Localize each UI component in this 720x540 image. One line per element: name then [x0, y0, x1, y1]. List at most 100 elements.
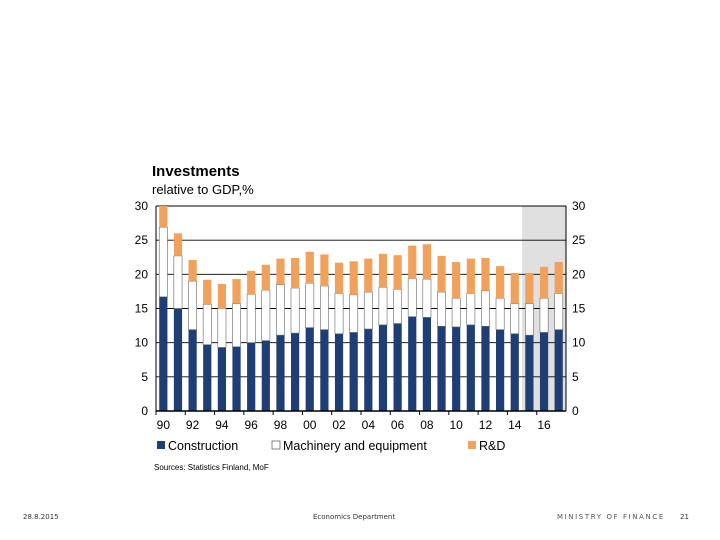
x-tick-label: 92	[186, 418, 200, 432]
bar-machinery-2002	[334, 293, 344, 335]
y-tick-left: 0	[141, 404, 148, 418]
bar-machinery-1994	[217, 308, 227, 348]
bar-construction-2011	[466, 324, 475, 411]
bar-construction-1996	[247, 342, 256, 411]
bar-machinery-1991	[173, 255, 183, 309]
x-tick-label: 10	[449, 418, 463, 432]
bar-construction-2009	[437, 326, 446, 411]
bar-rd-1994	[217, 283, 226, 309]
bar-machinery-2016	[539, 297, 549, 333]
bar-machinery-2001	[319, 285, 329, 330]
x-tick-label: 96	[244, 418, 258, 432]
bar-rd-2003	[349, 261, 358, 295]
legend-swatch-0	[157, 441, 165, 449]
bar-machinery-2017	[554, 293, 564, 330]
bar-machinery-2015	[524, 303, 534, 336]
y-tick-right: 25	[572, 233, 586, 247]
bar-construction-2016	[539, 332, 549, 411]
x-tick-label: 14	[508, 418, 522, 432]
bar-machinery-2011	[466, 293, 476, 326]
x-tick-label: 16	[537, 418, 551, 432]
bar-rd-2009	[437, 255, 446, 293]
bar-construction-2013	[496, 329, 505, 411]
bar-machinery-2006	[393, 289, 403, 324]
bar-construction-2007	[408, 316, 417, 411]
bar-construction-1995	[232, 346, 241, 411]
bar-construction-1992	[188, 329, 197, 411]
bar-rd-2012	[481, 257, 490, 291]
bar-machinery-2009	[437, 291, 446, 327]
bar-rd-2004	[364, 258, 373, 293]
footer-department: Economics Department	[313, 513, 396, 521]
bar-rd-1992	[188, 259, 197, 282]
footer-brand: MINISTRY OF FINANCE	[557, 513, 665, 521]
y-tick-left: 20	[135, 267, 149, 281]
bar-rd-1998	[276, 258, 285, 285]
y-tick-left: 10	[135, 336, 149, 350]
y-tick-left: 5	[141, 370, 148, 384]
bars	[158, 206, 564, 411]
bar-machinery-2013	[495, 297, 505, 330]
bar-rd-2000	[305, 251, 314, 284]
bar-machinery-2000	[305, 282, 315, 328]
bar-machinery-2007	[407, 278, 417, 317]
bar-machinery-2003	[349, 294, 359, 333]
bar-rd-2016	[539, 266, 549, 299]
bar-rd-1991	[173, 233, 183, 256]
x-tick-label: 94	[215, 418, 229, 432]
y-tick-right: 10	[572, 336, 586, 350]
bar-machinery-1996	[246, 293, 256, 343]
bar-construction-1999	[291, 333, 300, 411]
x-tick-label: 98	[274, 418, 288, 432]
bar-construction-2001	[320, 329, 329, 411]
bar-rd-2008	[422, 244, 431, 280]
bar-rd-1996	[247, 270, 256, 295]
bar-construction-2008	[422, 317, 431, 411]
bar-construction-2005	[378, 324, 388, 411]
page-number: 21	[680, 513, 689, 521]
y-tick-left: 15	[135, 302, 149, 316]
bar-machinery-1997	[261, 289, 271, 341]
y-tick-left: 25	[135, 233, 149, 247]
bar-rd-2005	[378, 253, 388, 288]
bar-rd-2002	[334, 262, 344, 294]
footer-date: 28.8.2015	[23, 513, 59, 521]
bar-rd-1997	[261, 264, 270, 291]
bar-construction-2003	[349, 332, 358, 411]
bar-machinery-2014	[510, 303, 520, 335]
bar-machinery-2005	[378, 287, 388, 326]
bar-construction-1994	[217, 347, 226, 411]
legend: Construction Machinery and equipment R&D	[157, 439, 505, 453]
y-tick-right: 15	[572, 302, 586, 316]
y-tick-right: 20	[572, 267, 586, 281]
chart-subtitle: relative to GDP,%	[152, 182, 254, 197]
legend-label-0: Construction	[168, 439, 238, 453]
bar-rd-2006	[393, 255, 402, 290]
legend-label-1: Machinery and equipment	[283, 439, 427, 453]
y-tick-right: 30	[572, 199, 586, 213]
bar-machinery-1995	[232, 303, 241, 348]
bar-construction-1997	[261, 340, 270, 411]
bar-machinery-1998	[276, 284, 285, 336]
bar-machinery-1999	[290, 287, 300, 334]
bar-construction-2014	[510, 333, 519, 411]
bar-machinery-2004	[363, 291, 373, 330]
legend-swatch-1	[271, 440, 281, 450]
bar-rd-1990	[159, 206, 168, 228]
bar-construction-1998	[276, 335, 285, 411]
sources-note: Sources: Statistics Finland, MoF	[154, 463, 269, 472]
bar-rd-1995	[232, 279, 241, 304]
bar-construction-1990	[159, 296, 168, 411]
bar-machinery-1992	[188, 280, 198, 330]
bar-rd-2015	[525, 272, 534, 304]
x-tick-label: 04	[362, 418, 376, 432]
bar-construction-2012	[481, 326, 490, 411]
bar-machinery-1993	[202, 304, 212, 346]
chart-title: Investments	[152, 163, 240, 180]
bar-rd-2010	[452, 262, 461, 299]
bar-machinery-2008	[422, 278, 432, 318]
y-tick-right: 0	[572, 404, 579, 418]
bar-machinery-1990	[158, 226, 168, 298]
